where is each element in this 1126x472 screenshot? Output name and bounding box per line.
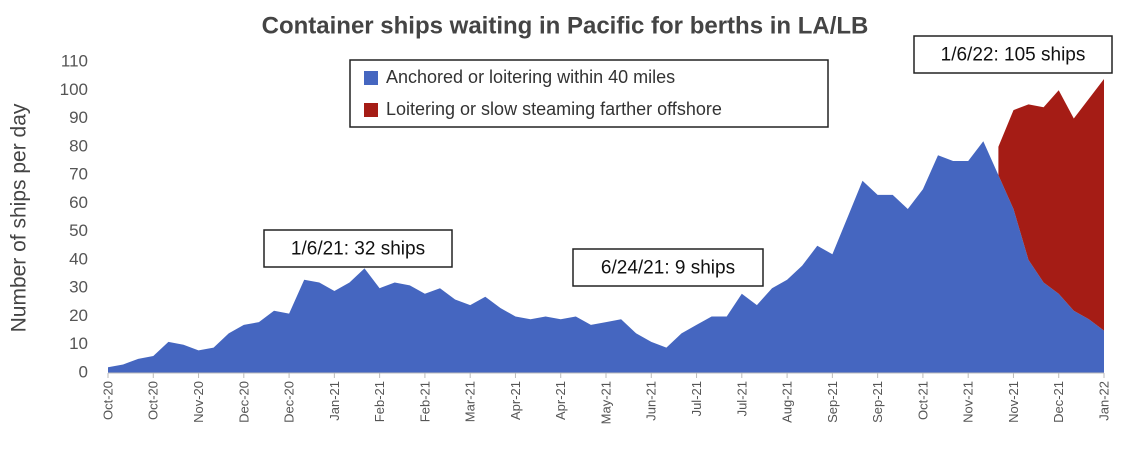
annotation-box — [572, 248, 764, 287]
x-tick-label: Jan-21 — [327, 381, 342, 421]
x-tick-label: Nov-21 — [961, 381, 976, 423]
y-tick-label: 40 — [69, 249, 88, 268]
x-tick-label: Jun-21 — [644, 381, 659, 421]
legend-box — [349, 59, 829, 128]
x-tick-label: Nov-21 — [1006, 381, 1021, 423]
annotation-box — [913, 35, 1113, 74]
x-tick-label: Oct-21 — [915, 381, 930, 420]
y-tick-label: 30 — [69, 278, 88, 297]
x-tick-label: Dec-20 — [282, 381, 297, 423]
x-tick-label: Nov-20 — [191, 381, 206, 423]
y-tick-label: 100 — [60, 80, 88, 99]
x-tick-label: Sep-21 — [870, 381, 885, 423]
y-tick-label: 90 — [69, 108, 88, 127]
x-tick-label: Oct-20 — [146, 381, 161, 420]
x-tick-label: Jan-22 — [1096, 381, 1111, 421]
x-tick-label: Jul-21 — [734, 381, 749, 416]
annotation-box — [263, 229, 453, 268]
y-tick-label: 80 — [69, 136, 88, 155]
y-tick-label: 10 — [69, 334, 88, 353]
y-tick-label: 70 — [69, 165, 88, 184]
x-tick-label: Feb-21 — [417, 381, 432, 422]
x-tick-label: May-21 — [598, 381, 613, 424]
x-tick-label: Mar-21 — [463, 381, 478, 422]
annotation: 6/24/21: 9 ships — [601, 258, 735, 279]
x-tick-label: Apr-21 — [508, 381, 523, 420]
x-tick-label: Aug-21 — [780, 381, 795, 423]
y-tick-label: 0 — [79, 362, 88, 381]
x-tick-label: Dec-20 — [236, 381, 251, 423]
x-tick-label: Oct-20 — [100, 381, 115, 420]
chart-title: Container ships waiting in Pacific for b… — [262, 12, 869, 39]
legend-label: Loitering or slow steaming farther offsh… — [386, 99, 722, 119]
area — [998, 79, 1104, 331]
legend-label: Anchored or loitering within 40 miles — [386, 67, 675, 87]
x-tick-label: Feb-21 — [372, 381, 387, 422]
y-tick-label: 20 — [69, 306, 88, 325]
y-axis-label: Number of ships per day — [8, 103, 31, 332]
legend: Anchored or loitering within 40 miles Loi… — [349, 59, 829, 128]
y-tick-label: 110 — [61, 51, 88, 70]
x-tick-label: Dec-21 — [1051, 381, 1066, 423]
legend-swatch — [364, 71, 378, 85]
x-tick-label: Sep-21 — [825, 381, 840, 423]
y-tick-label: 60 — [69, 193, 88, 212]
x-tick-label: Jul-21 — [689, 381, 704, 416]
annotation: 1/6/22: 105 ships — [941, 45, 1086, 66]
area — [108, 141, 1104, 373]
annotation: 1/6/21: 32 ships — [291, 239, 425, 260]
x-tick-label: Apr-21 — [553, 381, 568, 420]
legend-swatch — [364, 103, 378, 117]
y-tick-label: 50 — [69, 221, 88, 240]
